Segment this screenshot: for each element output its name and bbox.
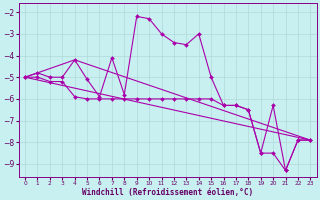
- X-axis label: Windchill (Refroidissement éolien,°C): Windchill (Refroidissement éolien,°C): [82, 188, 253, 197]
